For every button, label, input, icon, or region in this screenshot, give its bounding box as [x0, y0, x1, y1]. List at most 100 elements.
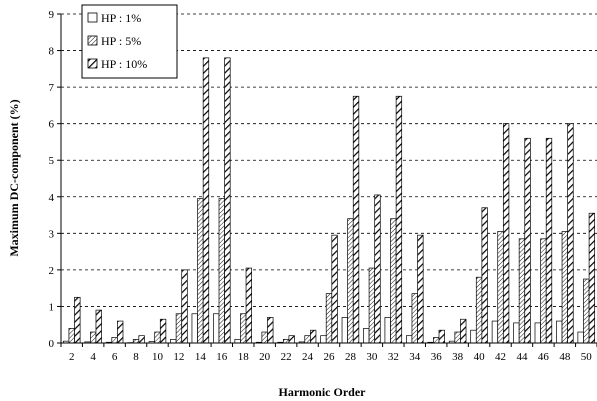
bar-14-series-1: [191, 313, 198, 344]
bar-22-series-2: [282, 338, 290, 344]
x-tick-label: 46: [538, 351, 550, 363]
y-axis-title: Maximum DC-component (%): [7, 99, 21, 256]
bar-8-series-3: [138, 335, 145, 344]
x-tick-label: 34: [409, 351, 421, 363]
bar-18-series-3: [245, 267, 252, 344]
bar-44-series-2: [518, 238, 526, 344]
bar-42-series-1: [491, 320, 499, 344]
legend-swatch-1: [87, 12, 98, 23]
x-tick-label: 40: [474, 351, 486, 363]
bar-50-series-1: [577, 331, 584, 344]
bar-34-series-1: [406, 335, 413, 344]
bar-36-series-3: [438, 329, 445, 344]
bar-34-series-2: [411, 293, 418, 344]
bar-20-series-2: [261, 331, 268, 344]
x-tick-label: 2: [69, 351, 75, 363]
x-tick-label: 4: [90, 351, 96, 363]
legend-swatch-2: [87, 35, 98, 46]
legend-label-3: HP : 10%: [101, 57, 147, 71]
bar-10-series-3: [159, 318, 167, 344]
bar-42-series-3: [502, 123, 510, 344]
bar-20-series-3: [267, 317, 274, 344]
x-tick-label: 24: [302, 351, 314, 363]
bar-32-series-2: [390, 218, 397, 344]
bar-12-series-1: [170, 338, 177, 344]
legend-item-1: HP : 1%: [87, 11, 141, 25]
bar-28-series-3: [352, 95, 360, 344]
bar-18-series-2: [240, 313, 247, 344]
bar-46-series-3: [545, 137, 553, 344]
x-tick-label: 26: [324, 351, 336, 363]
x-tick-label: 8: [133, 351, 139, 363]
bar-26-series-3: [331, 234, 338, 344]
x-tick-label: 36: [431, 351, 443, 363]
bar-12-series-3: [181, 269, 188, 344]
x-tick-label: 10: [152, 351, 164, 363]
x-tick-label: 28: [345, 351, 357, 363]
bar-50-series-2: [583, 278, 590, 344]
bar-16-series-3: [224, 57, 231, 344]
bar-40-series-2: [475, 276, 483, 344]
legend: HP : 1% HP : 5% HP : 10%: [81, 4, 178, 79]
x-tick-labels: 2 4 6 8 10 12 14 16 18 20 22 24 26 28 30 32 34 36 38 40 42 44…: [69, 351, 592, 363]
y-tick-label: 6: [49, 119, 55, 131]
bar-30-series-2: [368, 267, 376, 344]
x-tick-label: 44: [516, 351, 528, 363]
x-tick-label: 38: [452, 351, 464, 363]
x-tick-label: 22: [281, 351, 292, 363]
bar-32-series-1: [384, 317, 391, 344]
bar-16-series-2: [218, 198, 225, 344]
bar-30-series-1: [363, 328, 370, 344]
bar-48-series-2: [561, 231, 568, 344]
bar-28-series-2: [347, 218, 354, 344]
bar-42-series-2: [497, 231, 504, 344]
bar-2-series-2: [68, 328, 75, 344]
bar-34-series-3: [417, 234, 424, 344]
bar-6-series-3: [117, 320, 124, 344]
bar-30-series-3: [374, 194, 381, 344]
x-tick-label: 12: [173, 351, 184, 363]
y-tick-label: 9: [49, 9, 55, 21]
bar-26-series-1: [320, 335, 327, 344]
bar-4-series-2: [90, 331, 97, 344]
bar-38-series-2: [454, 331, 461, 344]
x-tick-label: 30: [366, 351, 378, 363]
bar-36-series-2: [433, 337, 440, 344]
bar-8-series-2: [132, 338, 140, 344]
x-tick-label: 32: [388, 351, 399, 363]
bar-38-series-3: [460, 318, 467, 344]
bar-44-series-3: [524, 137, 531, 344]
x-tick-label: 20: [259, 351, 271, 363]
y-tick-label: 8: [49, 46, 55, 58]
x-tick-label: 48: [559, 351, 571, 363]
x-tick-label: 16: [216, 351, 228, 363]
bar-14-series-2: [197, 198, 204, 344]
bar-16-series-1: [213, 313, 220, 344]
bar-40-series-1: [470, 329, 477, 344]
legend-item-3: HP : 10%: [87, 57, 147, 71]
y-tick-label: 1: [49, 301, 55, 313]
x-tick-label: 14: [195, 351, 207, 363]
y-tick-label: 2: [49, 265, 55, 277]
bar-44-series-1: [513, 322, 520, 344]
x-tick-label: 50: [581, 351, 593, 363]
bar-4-series-3: [95, 309, 102, 344]
legend-label-1: HP : 1%: [101, 11, 141, 25]
bar-48-series-1: [556, 320, 563, 344]
y-tick-label: 5: [49, 155, 55, 167]
bar-2-series-3: [74, 296, 81, 344]
bar-12-series-2: [175, 313, 183, 344]
bar-14-series-3: [202, 57, 210, 344]
bar-50-series-3: [588, 212, 596, 344]
bar-28-series-1: [341, 317, 348, 344]
x-tick-label: 18: [238, 351, 250, 363]
legend-swatch-3: [87, 58, 98, 69]
bar-48-series-3: [567, 123, 574, 344]
bar-46-series-2: [540, 238, 547, 344]
bar-22-series-3: [288, 335, 295, 344]
x-axis-title: Harmonic Order: [279, 385, 367, 399]
bar-24-series-3: [310, 329, 317, 344]
bar-10-series-2: [154, 331, 161, 344]
x-tick-label: 42: [495, 351, 506, 363]
